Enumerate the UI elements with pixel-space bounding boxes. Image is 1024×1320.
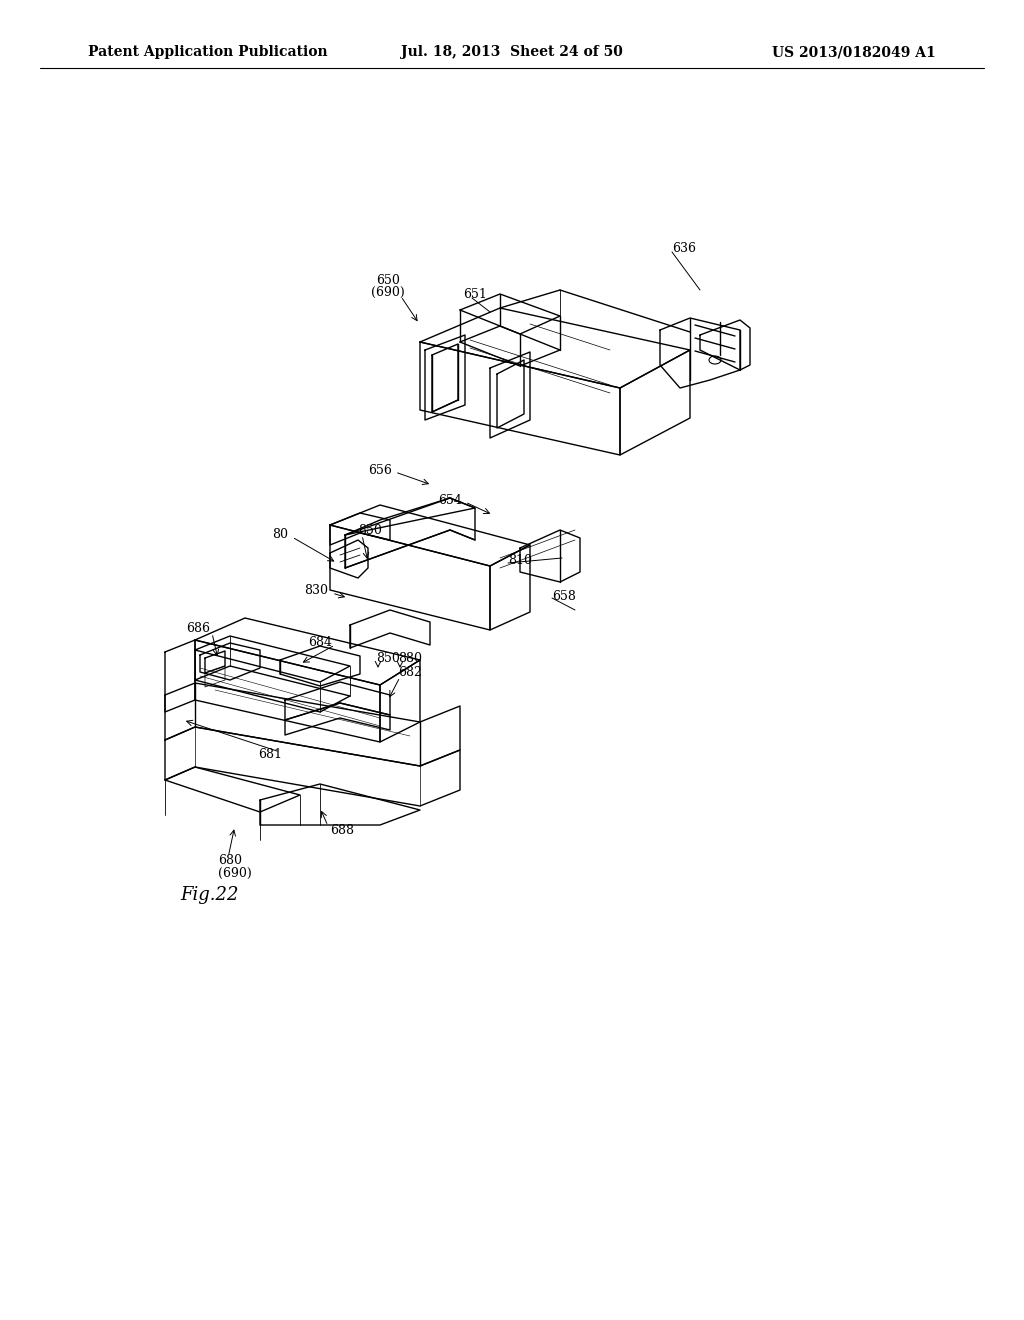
Text: 686: 686: [186, 622, 210, 635]
Text: 658: 658: [552, 590, 575, 602]
Text: Jul. 18, 2013  Sheet 24 of 50: Jul. 18, 2013 Sheet 24 of 50: [401, 45, 623, 59]
Text: 682: 682: [398, 667, 422, 680]
Text: 636: 636: [672, 242, 696, 255]
Text: Fig.22: Fig.22: [180, 886, 239, 904]
Text: 681: 681: [258, 748, 282, 762]
Text: US 2013/0182049 A1: US 2013/0182049 A1: [772, 45, 936, 59]
Text: 810: 810: [508, 553, 532, 566]
Text: 688: 688: [330, 824, 354, 837]
Text: 650: 650: [376, 273, 400, 286]
Text: 684: 684: [308, 635, 332, 648]
Text: 656: 656: [368, 463, 392, 477]
Text: 880: 880: [398, 652, 422, 664]
Text: (690): (690): [371, 285, 404, 298]
Text: Patent Application Publication: Patent Application Publication: [88, 45, 328, 59]
Text: 80: 80: [272, 528, 288, 540]
Text: 654: 654: [438, 494, 462, 507]
Text: 651: 651: [463, 289, 486, 301]
Text: 830: 830: [304, 583, 328, 597]
Text: 680: 680: [218, 854, 242, 866]
Text: 850: 850: [358, 524, 382, 536]
Text: (690): (690): [218, 866, 252, 879]
Text: 850: 850: [376, 652, 400, 664]
